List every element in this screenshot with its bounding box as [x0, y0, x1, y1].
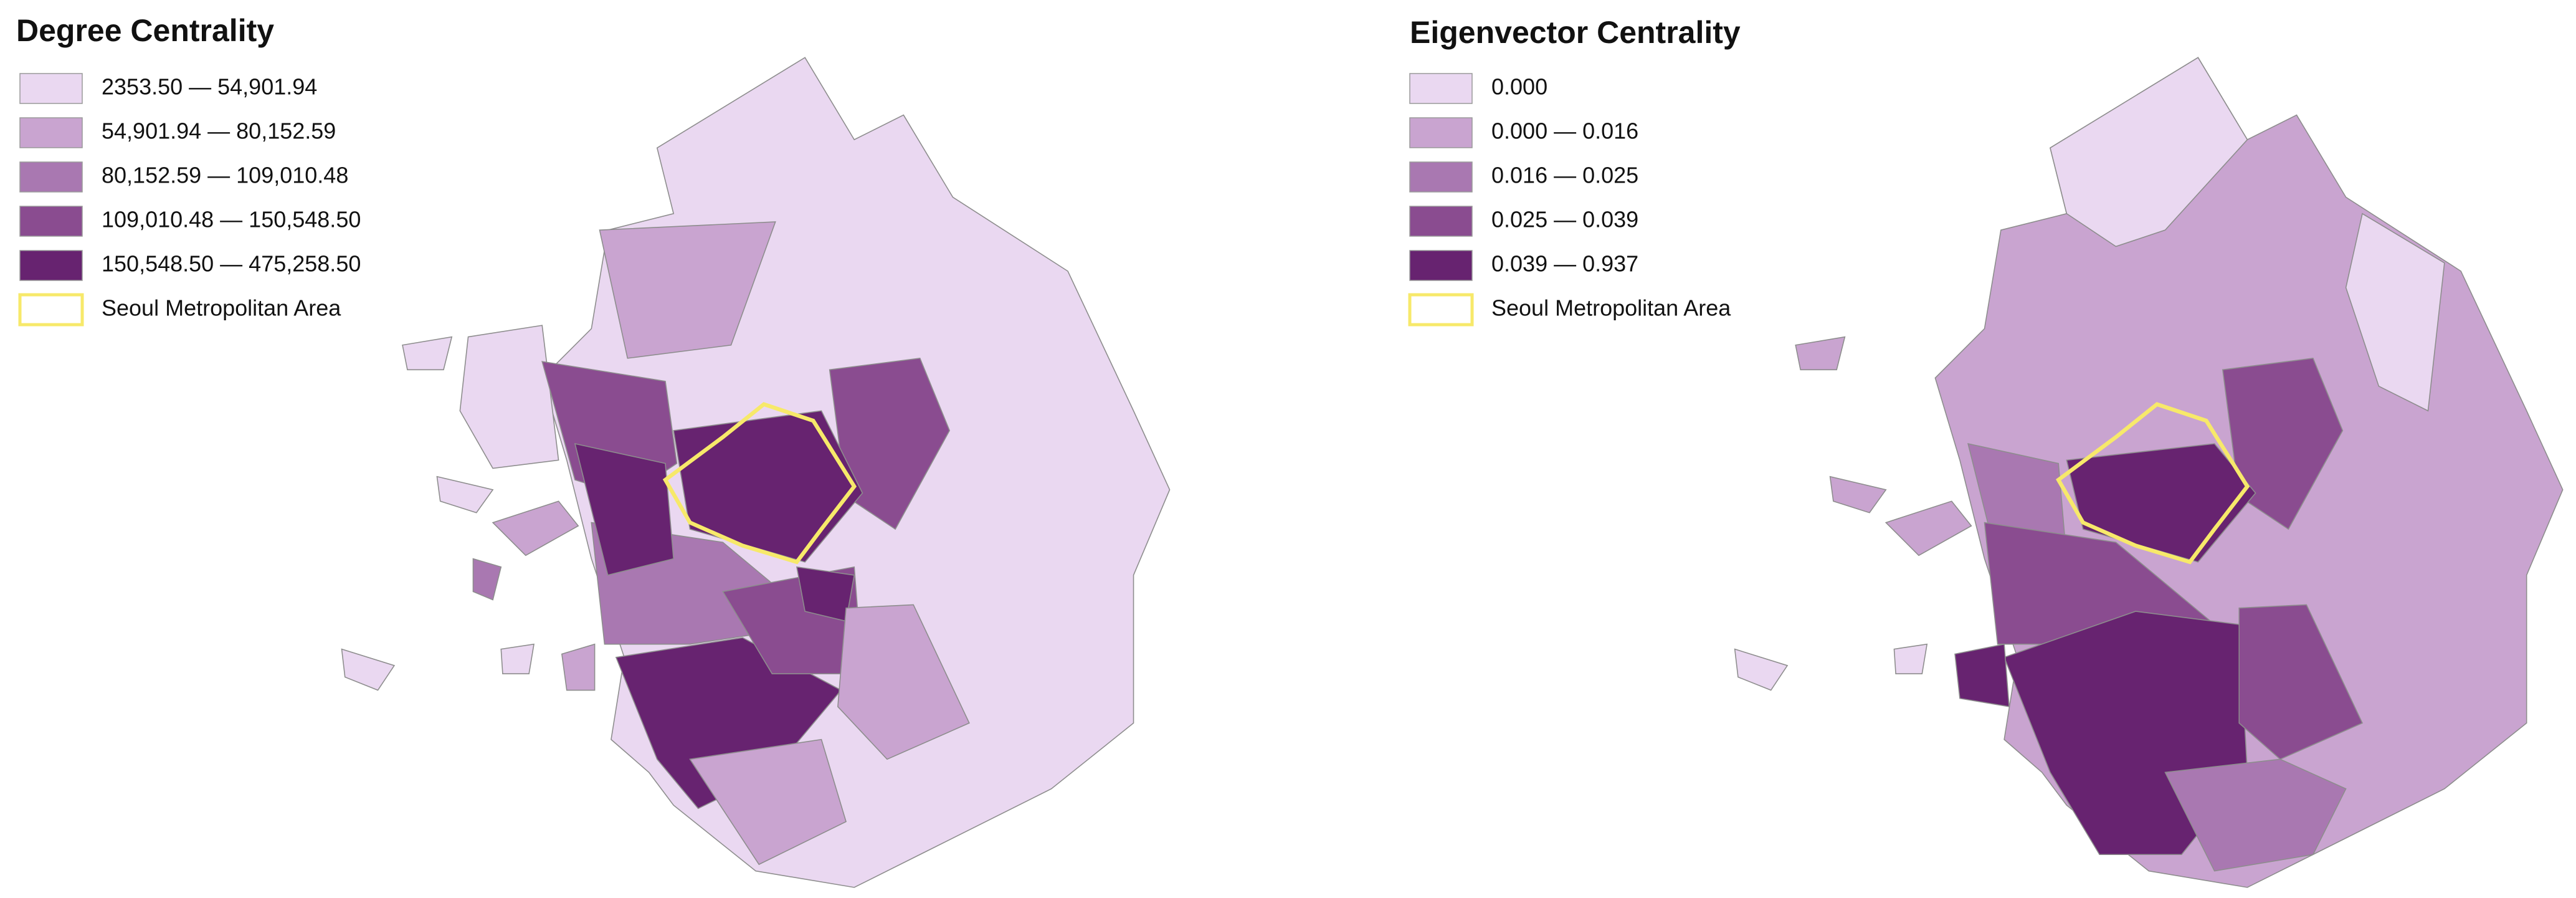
- legend-label: 80,152.59 — 109,010.48: [102, 163, 348, 188]
- legend-label: 54,901.94 — 80,152.59: [102, 118, 336, 144]
- legend-swatch: [1409, 117, 1473, 148]
- eigenvector-map: [1734, 57, 2564, 888]
- legend-swatch: [18, 293, 84, 327]
- legend-swatch: [19, 73, 83, 104]
- map-title: Degree Centrality: [16, 13, 274, 48]
- legend-swatch: [19, 250, 83, 281]
- map-title: Eigenvector Centrality: [1410, 15, 1741, 50]
- legend-label: 0.000 — 0.016: [1491, 118, 1638, 144]
- legend-label: 109,010.48 — 150,548.50: [102, 207, 361, 232]
- legend-label: Seoul Metropolitan Area: [102, 295, 341, 321]
- legends: 2353.50 — 54,901.94 54,901.94 — 80,152.59…: [18, 73, 1731, 327]
- legend-label: Seoul Metropolitan Area: [1491, 295, 1731, 321]
- legend-label: 0.016 — 0.025: [1491, 163, 1638, 188]
- legend-swatch: [1409, 161, 1473, 193]
- legend-swatch: [19, 117, 83, 148]
- legend-swatch: [1409, 73, 1473, 104]
- legend-label: 0.039 — 0.937: [1491, 251, 1638, 277]
- legend-label: 0.000: [1491, 74, 1547, 100]
- legend-swatch: [1408, 293, 1474, 327]
- legend-swatch: [1409, 206, 1473, 237]
- legend-label: 2353.50 — 54,901.94: [102, 74, 317, 100]
- legend-swatch: [1409, 250, 1473, 281]
- legend-swatch: [19, 161, 83, 193]
- degree-map: [341, 57, 1171, 888]
- legend-label: 150,548.50 — 475,258.50: [102, 251, 361, 277]
- legend-swatch: [19, 206, 83, 237]
- legend-label: 0.025 — 0.039: [1491, 207, 1638, 232]
